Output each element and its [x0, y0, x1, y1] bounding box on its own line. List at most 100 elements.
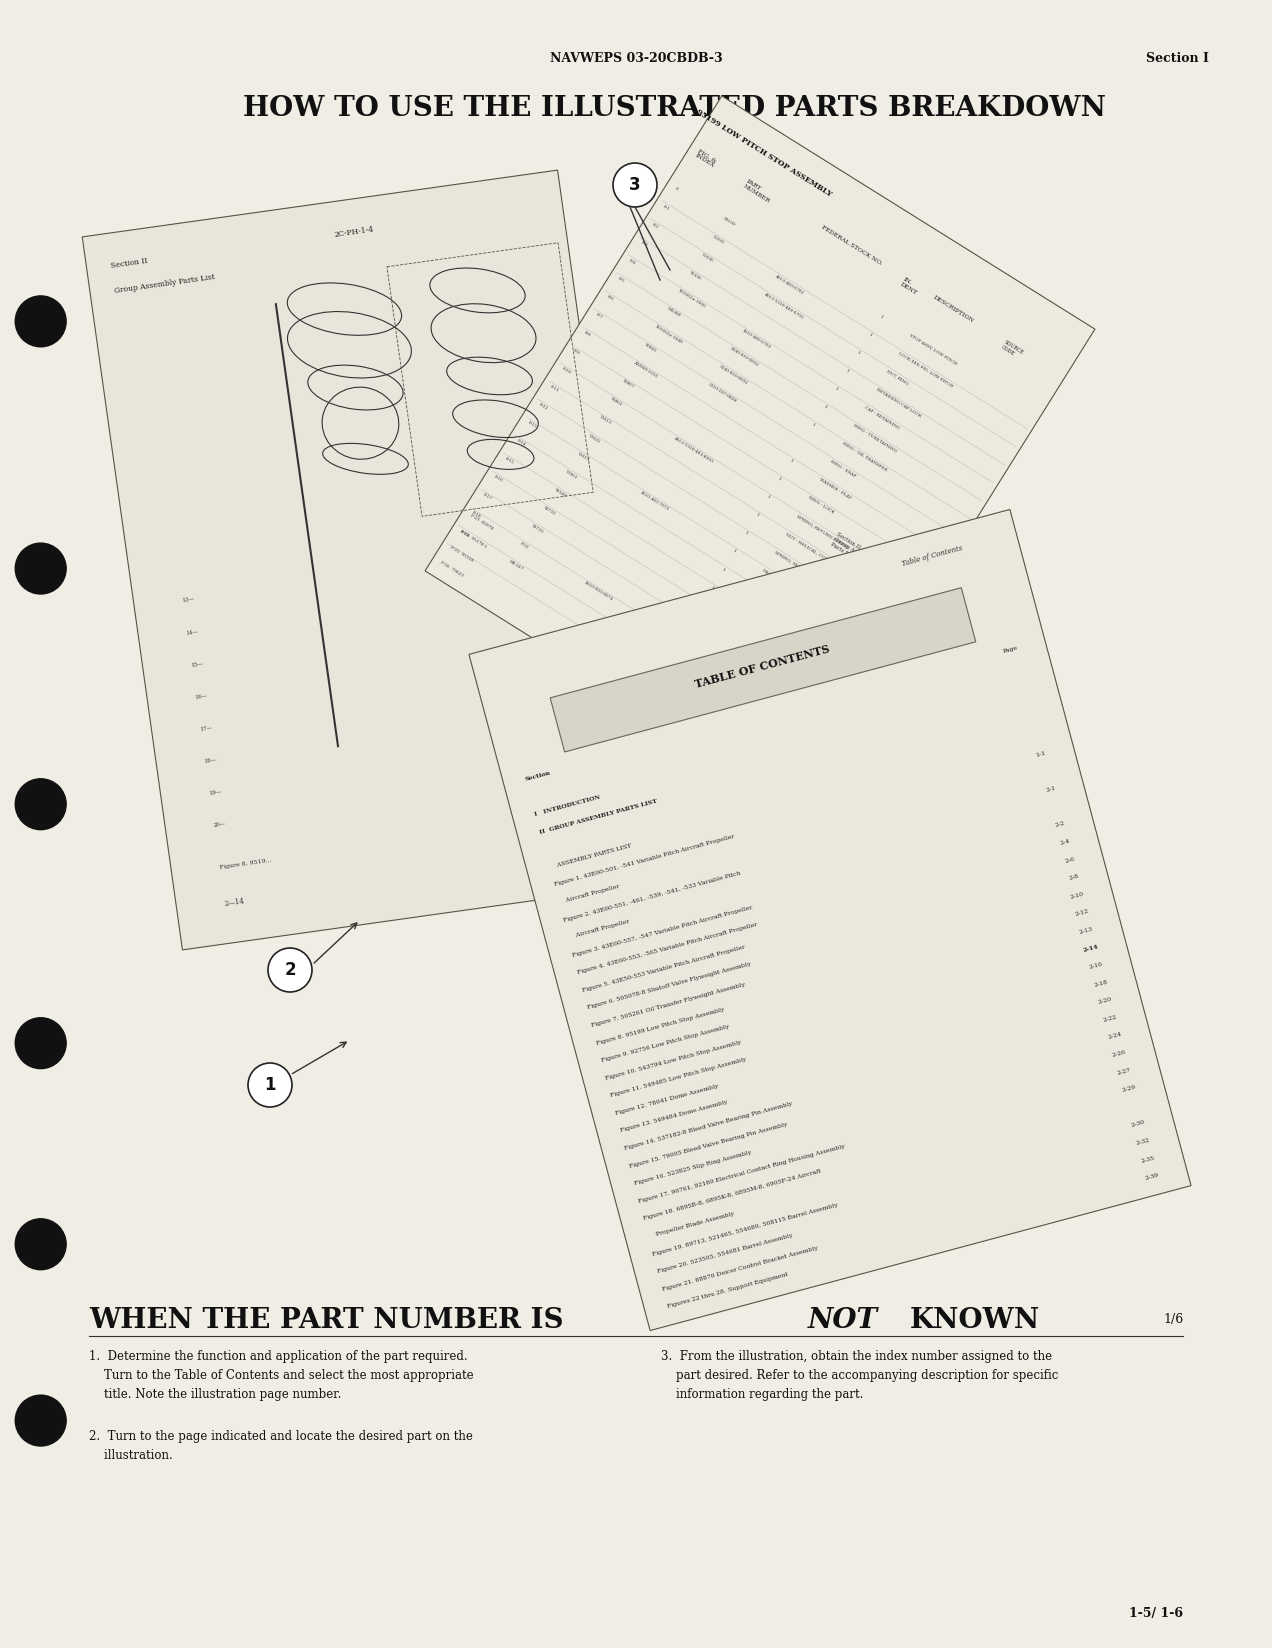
Text: 2-35: 2-35 — [1140, 1155, 1155, 1163]
Text: Figure 3. 43E60-557, -547 Variable Pitch Aircraft Propeller: Figure 3. 43E60-557, -547 Variable Pitch… — [572, 905, 753, 957]
Text: 1: 1 — [698, 603, 703, 608]
Circle shape — [268, 948, 312, 992]
Text: RING - OIL TRANSFER: RING - OIL TRANSFER — [841, 442, 887, 471]
Text: ASSEMBLY PARTS LIST: ASSEMBLY PARTS LIST — [548, 844, 631, 870]
Text: 8-7: 8-7 — [595, 313, 603, 320]
Text: Section: Section — [525, 770, 552, 781]
Text: 1: 1 — [812, 422, 815, 427]
Text: 2-12: 2-12 — [1075, 908, 1089, 918]
Text: P-22: P-22 — [519, 541, 529, 550]
Text: 74733: 74733 — [542, 506, 556, 516]
Text: 1-1: 1-1 — [1035, 750, 1047, 758]
Text: Figure 11. 549485 Low Pitch Stop Assembly: Figure 11. 549485 Low Pitch Stop Assembl… — [609, 1056, 747, 1098]
Text: 95199 LOW PITCH STOP ASSEMBLY: 95199 LOW PITCH STOP ASSEMBLY — [695, 109, 833, 198]
Text: WHEN THE PART NUMBER IS: WHEN THE PART NUMBER IS — [89, 1307, 574, 1333]
Text: TABLE OF CONTENTS: TABLE OF CONTENTS — [693, 643, 831, 691]
Text: 2-30: 2-30 — [1131, 1121, 1146, 1129]
Text: Figure 12. 78041 Dome Assembly: Figure 12. 78041 Dome Assembly — [614, 1083, 719, 1116]
Text: RING - LOCK: RING - LOCK — [808, 496, 834, 514]
Text: HOW TO USE THE ILLUSTRATED PARTS BREAKDOWN: HOW TO USE THE ILLUSTRATED PARTS BREAKDO… — [243, 94, 1105, 122]
Text: 9340-810-8932: 9340-810-8932 — [729, 346, 759, 368]
Circle shape — [15, 780, 66, 829]
Text: 8-5: 8-5 — [617, 277, 626, 283]
Text: P-24  95178-1: P-24 95178-1 — [459, 529, 487, 549]
Text: 1: 1 — [856, 351, 861, 356]
Text: 2-18: 2-18 — [1093, 979, 1108, 987]
Text: 73613: 73613 — [576, 452, 589, 461]
Text: 13—: 13— — [182, 597, 195, 603]
Text: VALVE - SERVO PISTON: VALVE - SERVO PISTON — [750, 585, 799, 618]
Text: 8-1: 8-1 — [663, 204, 670, 211]
Text: 70843: 70843 — [644, 343, 658, 353]
Text: 2: 2 — [284, 961, 296, 979]
Text: M5380: M5380 — [665, 307, 681, 318]
Text: PISTON, SERVO: PISTON, SERVO — [729, 621, 762, 644]
Text: 1/6: 1/6 — [1164, 1313, 1184, 1327]
Text: RING - SNAP: RING - SNAP — [829, 460, 857, 478]
Text: 8-16: 8-16 — [494, 475, 504, 483]
Text: 5340-810-8932: 5340-810-8932 — [717, 364, 748, 386]
Text: 2-1: 2-1 — [1046, 786, 1056, 793]
Circle shape — [15, 1018, 66, 1068]
Text: 1: 1 — [845, 369, 850, 374]
Text: KNOWN: KNOWN — [909, 1307, 1039, 1333]
Text: 8-14: 8-14 — [516, 438, 527, 447]
Text: 3: 3 — [630, 176, 641, 194]
Text: 5310-187-0828: 5310-187-0828 — [707, 382, 736, 404]
Text: 1: 1 — [687, 621, 692, 626]
Text: Figure 4. 43E60-553, -565 Variable Pitch Aircraft Propeller: Figure 4. 43E60-553, -565 Variable Pitch… — [576, 923, 758, 976]
Text: 8-3: 8-3 — [640, 241, 647, 247]
Text: RING - SEALING: RING - SEALING — [739, 603, 773, 628]
Text: 15—: 15— — [191, 661, 204, 667]
Text: 2-2: 2-2 — [1054, 821, 1066, 829]
Text: 71035: 71035 — [711, 234, 725, 246]
Text: 8-18: 8-18 — [471, 511, 481, 519]
Text: RING - LOCK, 0.080 thick: RING - LOCK, 0.080 thick — [695, 676, 745, 710]
Text: NUT - HELICAL, COMPRESSION: NUT - HELICAL, COMPRESSION — [785, 532, 850, 574]
Text: Group Assembly Parts List: Group Assembly Parts List — [113, 274, 215, 295]
Text: LOCK SEE FIG. LOW PITCH: LOCK SEE FIG. LOW PITCH — [898, 351, 954, 387]
Text: P-26  79623: P-26 79623 — [440, 560, 464, 578]
Text: Figure 1. 43E60-501, -541 Variable Pitch Aircraft Propeller: Figure 1. 43E60-501, -541 Variable Pitch… — [553, 834, 735, 887]
Text: 8-17: 8-17 — [482, 493, 492, 501]
Text: 70867: 70867 — [621, 379, 635, 389]
Text: Figures 22 thru 28. Support Equipment: Figures 22 thru 28. Support Equipment — [667, 1272, 789, 1309]
Text: 2-22: 2-22 — [1103, 1015, 1118, 1023]
Text: I   INTRODUCTION: I INTRODUCTION — [534, 794, 602, 817]
Text: 8: 8 — [674, 186, 678, 191]
Text: 2-20: 2-20 — [1098, 997, 1113, 1005]
Text: 1610-489-6703: 1610-489-6703 — [740, 328, 771, 349]
Text: Aircraft Propeller: Aircraft Propeller — [567, 920, 630, 939]
Text: CAP - RETAINING: CAP - RETAINING — [864, 405, 901, 430]
Text: 1: 1 — [265, 1076, 276, 1094]
Text: 2—14: 2—14 — [224, 898, 245, 908]
Text: 20—: 20— — [214, 821, 226, 827]
Text: Figure 14. 537182-8 Bleed Valve Bearing Pin Assembly: Figure 14. 537182-8 Bleed Valve Bearing … — [625, 1101, 794, 1150]
Circle shape — [15, 1220, 66, 1269]
Text: SOURCE
CODE: SOURCE CODE — [1000, 339, 1024, 361]
Text: 70861: 70861 — [609, 397, 623, 407]
Text: 2-8: 2-8 — [1068, 873, 1080, 882]
Text: Figure 18. 6895B-8, 6895K-8, 6895M-8, 6905F-24 Aircraft: Figure 18. 6895B-8, 6895K-8, 6895M-8, 69… — [642, 1168, 822, 1221]
Text: SPRING, SERVO VALVE SPRING: SPRING, SERVO VALVE SPRING — [773, 549, 837, 592]
Text: 8-13: 8-13 — [527, 420, 538, 428]
Text: Figure 15. 79005 Bleed Valve Bearing Pin Assembly: Figure 15. 79005 Bleed Valve Bearing Pin… — [628, 1122, 787, 1168]
Text: NOT: NOT — [808, 1307, 878, 1333]
Text: 1: 1 — [754, 513, 759, 517]
Text: 1: 1 — [879, 315, 884, 320]
Text: STOP ASSY, LOW PITCH: STOP ASSY, LOW PITCH — [908, 333, 958, 366]
Text: RETAINING CAP LOCK: RETAINING CAP LOCK — [875, 387, 921, 419]
Text: NUT, RING: NUT, RING — [887, 369, 909, 386]
Text: RING - RETAINING, INTERNAL: RING - RETAINING, INTERNAL — [717, 639, 780, 681]
Text: Figure 8. 9519...: Figure 8. 9519... — [219, 857, 272, 870]
Text: 1610-093-6874: 1610-093-6874 — [583, 580, 613, 602]
Text: Section I: Section I — [1146, 51, 1208, 64]
Text: 2-6: 2-6 — [1065, 855, 1075, 864]
Text: IN.
DENT: IN. DENT — [899, 277, 921, 295]
Text: NAVWEPS 03-20CBDB-3: NAVWEPS 03-20CBDB-3 — [550, 51, 722, 64]
Text: 16—: 16— — [195, 694, 209, 700]
Text: Figure 21. 88870 Deicer Control Bracket Assembly: Figure 21. 88870 Deicer Control Bracket … — [661, 1246, 819, 1292]
Text: 1: 1 — [777, 476, 782, 481]
Text: 2-29: 2-29 — [1122, 1084, 1136, 1093]
Text: T01662a-1066: T01662a-1066 — [677, 288, 706, 308]
